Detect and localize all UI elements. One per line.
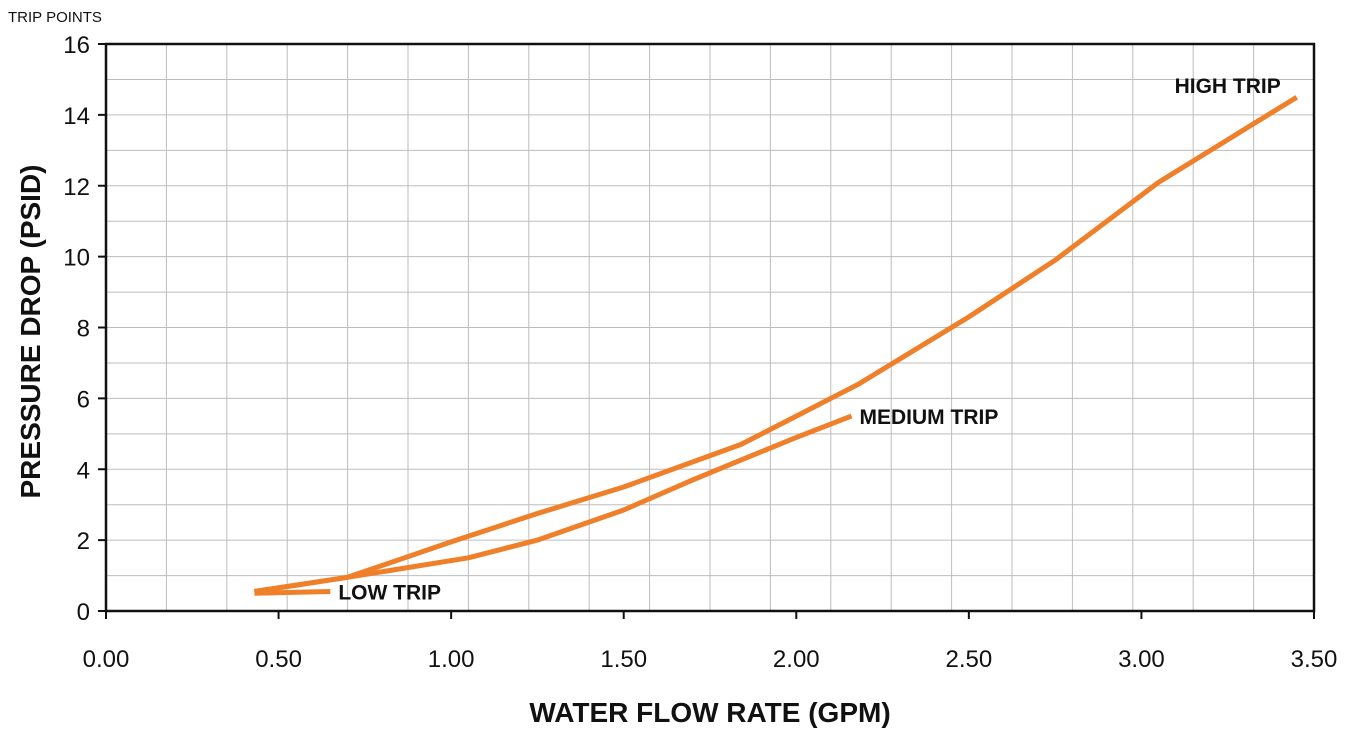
y-tick-label: 6 [77,386,90,413]
grid [106,44,1314,611]
x-tick-label: 3.00 [1118,646,1165,673]
chart-title: TRIP POINTS [8,9,102,26]
series-lines [254,95,1299,596]
x-tick-label: 1.00 [428,646,475,673]
y-axis-title: PRESSURE DROP (PSID) [15,165,46,499]
series-line-low-trip [254,589,331,596]
y-tick-label: 10 [63,245,90,272]
y-tick-label: 0 [77,599,90,626]
series-line-medium-trip [254,413,853,594]
series-line-high-trip [254,95,1299,594]
y-tick-label: 12 [63,174,90,201]
x-axis-title: WATER FLOW RATE (GPM) [529,697,890,728]
y-tick-label: 14 [63,103,90,130]
y-tick-label: 16 [63,32,90,59]
series-label-medium-trip: MEDIUM TRIP [860,406,999,429]
series-label-high-trip: HIGH TRIP [1175,75,1281,98]
series-label-low-trip: LOW TRIP [338,582,441,605]
x-tick-label: 2.50 [945,646,992,673]
x-tick-label: 0.00 [83,646,130,673]
axis-ticks: 0.00 0.50 1.00 1.50 2.00 2.50 3.00 3.50 0 2 4 6 8 10 1… [63,32,1337,673]
y-tick-label: 4 [77,457,90,484]
series-labels: HIGH TRIP MEDIUM TRIP LOW TRIP [338,75,1280,604]
y-tick-label: 2 [77,528,90,555]
x-tick-label: 1.50 [600,646,647,673]
x-tick-label: 3.50 [1291,646,1338,673]
x-tick-label: 2.00 [773,646,820,673]
y-tick-label: 8 [77,316,90,343]
x-tick-label: 0.50 [255,646,302,673]
